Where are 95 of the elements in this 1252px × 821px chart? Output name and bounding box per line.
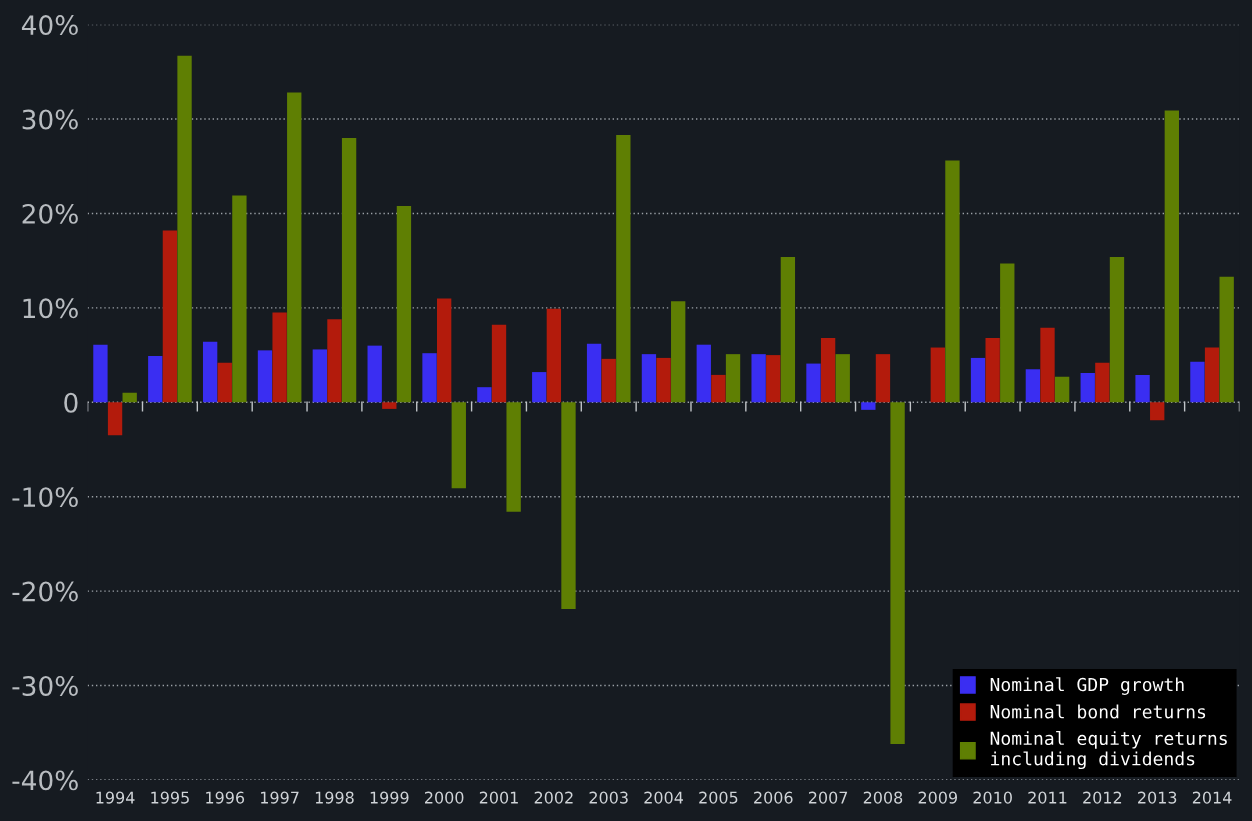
bar [232, 195, 247, 403]
bar [436, 298, 452, 403]
bar [1190, 361, 1205, 403]
x-tick-label: 1999 [370, 791, 409, 804]
y-tick-label: 10% [23, 298, 78, 319]
bar [93, 344, 108, 403]
bar [148, 356, 163, 403]
bar [177, 55, 192, 403]
bar [451, 402, 466, 489]
bar [561, 402, 576, 610]
y-tick-label: 20% [22, 203, 78, 224]
x-tick-label: 2012 [1083, 791, 1122, 804]
bar [930, 347, 945, 403]
bar [1135, 374, 1150, 403]
bar [422, 353, 437, 403]
bar [806, 363, 821, 403]
bar [287, 92, 302, 403]
bar [970, 357, 986, 403]
bar [835, 354, 850, 403]
bar [780, 256, 796, 403]
bar [257, 350, 273, 403]
x-tick-label: 2007 [808, 791, 848, 804]
bar [162, 230, 178, 403]
bar [985, 338, 1000, 403]
x-tick-label: 1995 [151, 791, 189, 804]
bar [1054, 376, 1070, 403]
bar [820, 338, 836, 403]
bar [875, 354, 891, 403]
y-tick-label: 40% [21, 15, 78, 36]
x-tick-label: 2008 [863, 791, 903, 804]
bar [122, 392, 137, 403]
bar [656, 357, 671, 403]
bar [382, 402, 397, 409]
legend-label: Nominal bond returns [990, 704, 1206, 719]
bar [491, 324, 507, 403]
x-tick-label: 2010 [973, 791, 1012, 804]
x-tick-label: 2002 [534, 791, 573, 804]
bar [641, 354, 657, 403]
bar [890, 402, 905, 745]
x-tick-label: 2009 [918, 791, 958, 804]
x-tick-label: 1998 [315, 791, 354, 804]
y-tick-label: -30% [12, 675, 78, 696]
bar [1095, 362, 1110, 403]
bar [202, 341, 218, 403]
bar [1025, 369, 1041, 403]
x-tick-label: 2013 [1138, 791, 1177, 804]
bar [945, 160, 960, 403]
bar [725, 354, 741, 403]
bar [1150, 402, 1165, 421]
bar [1040, 327, 1055, 403]
bar [1164, 110, 1179, 403]
y-tick-label: -20% [12, 581, 78, 602]
bar [312, 349, 327, 403]
bar [396, 205, 412, 403]
bar [272, 312, 287, 403]
y-tick-label: -10% [12, 487, 78, 508]
bar [506, 402, 521, 512]
bar [711, 374, 726, 403]
bar [532, 372, 547, 403]
x-tick-label: 2006 [754, 791, 793, 804]
bar [1204, 347, 1220, 403]
bar [671, 301, 686, 403]
bar [367, 345, 382, 403]
x-tick-label: 2005 [699, 791, 738, 804]
bar [1000, 263, 1015, 403]
x-tick-label: 2003 [589, 791, 628, 804]
legend-label: Nominal GDP growth [990, 677, 1184, 695]
bar [1219, 276, 1234, 403]
x-tick-label: 2001 [479, 791, 518, 804]
y-tick-label: 30% [22, 109, 78, 130]
bar [861, 402, 876, 410]
bar [1109, 256, 1125, 403]
bar [107, 402, 123, 436]
bar [546, 308, 562, 403]
x-tick-label: 1996 [206, 791, 245, 804]
bar [616, 135, 631, 403]
bar [327, 319, 342, 403]
x-tick-label: 2014 [1192, 791, 1232, 804]
bar [1080, 373, 1095, 403]
bar [586, 343, 602, 403]
x-tick-label: 2000 [425, 791, 464, 804]
bar [341, 137, 357, 403]
bar [696, 344, 711, 403]
x-tick-label: 1997 [261, 791, 299, 804]
x-tick-label: 2004 [644, 791, 683, 804]
bar [766, 355, 781, 403]
x-tick-label: 1994 [96, 791, 135, 804]
y-tick-label: -40% [12, 770, 78, 791]
bar [477, 387, 492, 403]
y-tick-label: 0 [64, 392, 78, 413]
bar [601, 358, 616, 403]
x-tick-label: 2011 [1028, 791, 1067, 804]
bar [751, 354, 766, 403]
bar [217, 362, 232, 403]
legend-label: Nominal equity returns including dividends [990, 731, 1227, 770]
